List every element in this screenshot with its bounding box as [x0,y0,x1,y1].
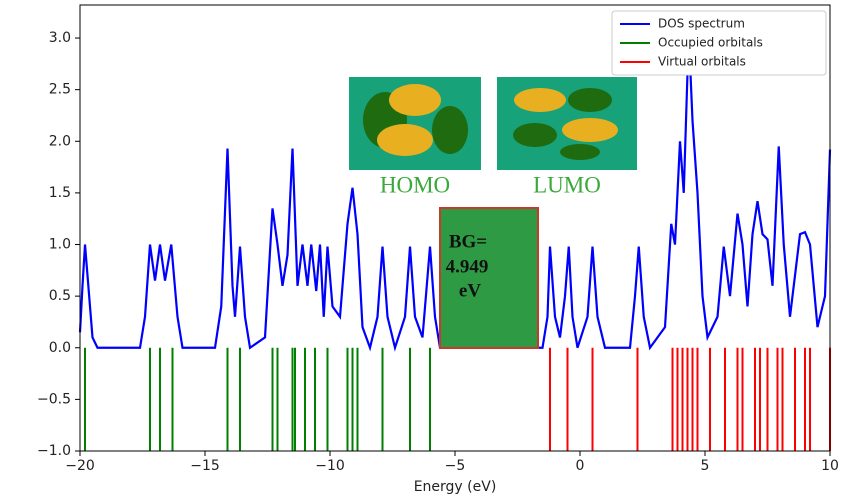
x-tick-label: −20 [65,458,95,474]
gap-label: BG= [449,231,487,252]
x-tick-label: −10 [315,458,345,474]
legend-label: Virtual orbitals [658,55,746,69]
chart: HOMO LUMO BG= 4.949 eV −20 −15 −10 −5 0 5 10 −1… [0,0,842,496]
legend-label: DOS spectrum [658,17,745,31]
x-tick-label: −15 [190,458,220,474]
homo-label: HOMO [380,172,450,197]
gap-value: 4.949 [446,256,489,277]
x-tick-label: 10 [821,458,839,474]
lumo-label: LUMO [533,172,601,197]
x-tick-label: −5 [445,458,466,474]
y-tick-label: 3.0 [49,30,71,46]
gap-box [440,208,538,348]
y-tick-label: 2.0 [49,133,71,149]
gap-unit: eV [459,280,481,301]
y-tick-label: 0.0 [49,340,71,356]
y-tick-label: 1.0 [49,237,71,253]
x-axis-label: Energy (eV) [414,479,497,495]
y-tick-label: 2.5 [49,82,71,98]
orbital-images: HOMO LUMO BG= 4.949 eV [349,77,637,348]
y-tick-label: −1.0 [37,443,71,459]
y-tick-label: 0.5 [49,288,71,304]
x-tick-label: 0 [576,458,585,474]
y-tick-label: −0.5 [37,391,71,407]
y-tick-label: 1.5 [49,185,71,201]
x-tick-label: 5 [701,458,710,474]
legend-label: Occupied orbitals [658,36,763,50]
